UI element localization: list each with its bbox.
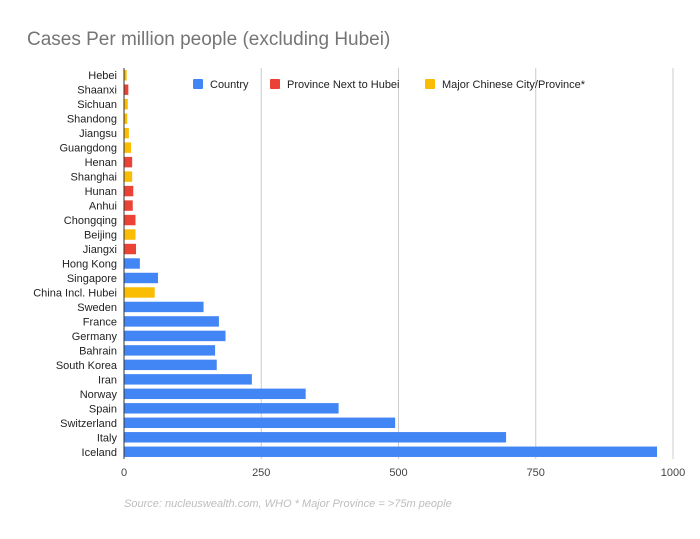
x-tick-label: 750 [527,467,545,479]
category-label: Iceland [82,447,117,459]
chart-title: Cases Per million people (excluding Hube… [27,29,391,50]
category-label: Spain [89,403,117,415]
category-label: Jiangsu [79,128,117,140]
category-label: China Incl. Hubei [33,287,117,299]
category-label: Jiangxi [83,244,117,256]
category-label: Chongqing [64,215,117,227]
source-note: Source: nucleuswealth.com, WHO * Major P… [124,498,452,510]
bar [124,374,252,385]
category-label: Guangdong [60,143,118,155]
category-label: Shaanxi [77,85,117,97]
bar [124,272,158,284]
category-label: Shanghai [71,172,118,184]
category-label: Hebei [88,70,117,82]
bar [124,432,507,443]
bar [124,330,226,342]
bar [124,243,137,255]
bar [124,127,129,139]
category-label: Norway [80,389,118,401]
bar [124,214,136,226]
bar [124,142,132,153]
legend-label: Province Next to Hubei [287,79,400,91]
bar [124,98,128,110]
category-label: Henan [85,157,117,169]
legend-label: Major Chinese City/Province* [442,79,586,91]
bar [124,446,658,457]
bar [124,316,219,327]
bar [124,359,217,371]
bar [124,417,396,429]
bar [124,287,155,298]
legend-label: Country [210,79,249,91]
category-label: Germany [72,331,118,343]
bar [124,84,129,95]
bar [124,171,133,182]
category-label: Singapore [67,273,117,285]
category-label: Sweden [77,302,117,314]
category-label: Hong Kong [62,259,117,271]
x-tick-label: 1000 [661,467,685,479]
category-label: Sichuan [77,99,117,111]
category-label: Hunan [85,186,117,198]
x-tick-label: 250 [252,467,270,479]
category-label: Bahrain [79,345,117,357]
category-label: Italy [97,432,118,444]
category-label: Iran [98,374,117,386]
legend-swatch [425,79,435,89]
category-label: Anhui [89,201,117,213]
bar [124,345,216,356]
x-tick-label: 500 [389,467,407,479]
category-label: Switzerland [60,418,117,430]
legend-swatch [270,79,280,89]
x-tick-label: 0 [121,467,127,479]
bar [124,229,136,240]
bar [124,200,133,211]
bar [124,403,339,414]
category-label: France [83,316,117,328]
bar [124,185,134,197]
bar [124,388,306,400]
category-label: South Korea [56,360,118,372]
bar [124,70,127,81]
category-label: Beijing [84,230,117,242]
bar [124,258,140,269]
legend-swatch [193,79,203,89]
bar [124,156,133,168]
bar [124,113,128,124]
category-label: Shandong [67,114,117,126]
bar [124,301,204,313]
